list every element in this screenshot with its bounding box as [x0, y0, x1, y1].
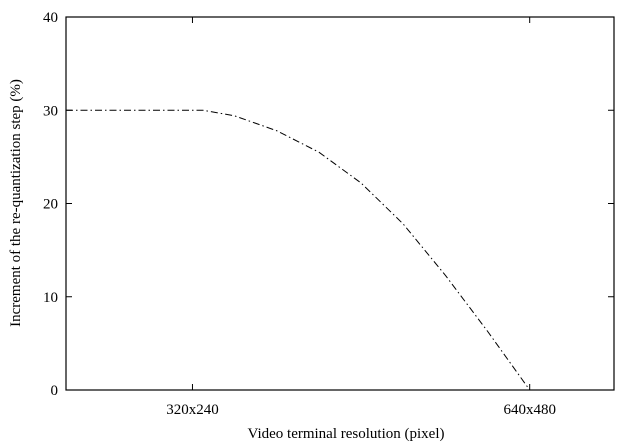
- y-axis-label: Increment of the re-quantization step (%…: [8, 79, 24, 327]
- y-tick-label: 0: [51, 383, 59, 399]
- x-tick-label: 320x240: [166, 402, 219, 418]
- series-line: [66, 109, 614, 391]
- labels-layer: 0 10 20 30 40 320x240 640x480: [43, 10, 556, 418]
- x-tick-label: 640x480: [503, 402, 556, 418]
- x-axis-label: Video terminal resolution (pixel): [248, 426, 445, 442]
- plot-frame: [65, 16, 615, 391]
- y-tick-label: 40: [43, 10, 58, 26]
- y-tick-label: 10: [43, 290, 58, 306]
- y-tick-label: 20: [43, 197, 58, 213]
- y-tick-label: 30: [43, 103, 58, 119]
- ticks-layer: [66, 16, 614, 391]
